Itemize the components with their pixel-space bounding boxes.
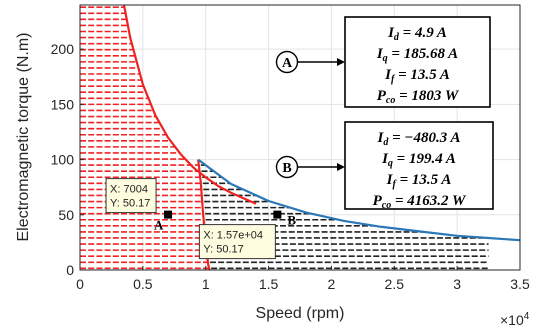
datatip-x-B: X: 1.57e+04: [203, 230, 263, 242]
data-points: A X: 7004 Y: 50.17 B X: 1.57e+04 Y: 50.17: [105, 178, 296, 260]
callout-box-A: [344, 16, 491, 108]
callout-line-A-1: Iq = 185.68 A: [376, 46, 458, 64]
x-tick-label: 3.5: [510, 276, 530, 292]
datatip-y-A: Y: 50.17: [110, 198, 150, 210]
point-label-B: B: [287, 213, 296, 228]
callout-arrow-head-B: [337, 163, 345, 171]
x-tick-label: 2: [328, 276, 336, 292]
callout-line-B-1: Iq = 199.4 A: [381, 151, 456, 169]
x-tick-label: 3: [453, 276, 461, 292]
series-line-blue-2: [197, 158, 520, 242]
y-axis-label: Electromagnetic torque (N.m): [15, 33, 32, 242]
callout-letter-A: A: [282, 56, 293, 71]
x-tick-label: 2.5: [385, 276, 405, 292]
datatip-x-A: X: 7004: [110, 184, 148, 196]
point-label-A: A: [154, 218, 164, 233]
callout-line-A-3: Pco = 1803 W: [377, 88, 460, 106]
callout-circle-B: [275, 155, 299, 179]
x-axis-exponent: ×104: [500, 311, 530, 328]
y-tick-label: 150: [51, 96, 75, 112]
callouts: A Id = 4.9 A Iq = 185.68 A If = 13.5 A Pco =…: [275, 16, 494, 211]
callout-line-A-2: If = 13.5 A: [384, 67, 450, 85]
x-tick-label: 1: [202, 276, 210, 292]
y-axis-ticks: 0 50 100 150 200: [51, 41, 84, 278]
callout-line-B-0: Id = −480.3 A: [377, 130, 461, 148]
callout-line-B-3: Pco = 4163.2 W: [373, 193, 467, 211]
y-tick-label: 200: [51, 41, 75, 57]
data-point-B: [273, 210, 282, 219]
x-axis-ticks: 0 0.5 1 1.5 2 2.5 3 3.5: [76, 266, 530, 292]
x-tick-label: 0: [76, 276, 84, 292]
y-tick-label: 0: [66, 262, 74, 278]
callout-box-B: [344, 121, 494, 210]
datatip-y-B: Y: 50.17: [203, 244, 243, 256]
x-tick-label: 1.5: [259, 276, 279, 292]
plot-frame: [79, 4, 521, 271]
y-tick-label: 50: [58, 207, 74, 223]
callout-line-A-0: Id = 4.9 A: [387, 25, 447, 43]
x-axis-label: Speed (rpm): [256, 305, 345, 322]
callout-circle-A: [275, 50, 299, 74]
x-tick-label: 0.5: [133, 276, 153, 292]
callout-letter-B: B: [282, 161, 291, 176]
callout-line-B-2: If = 13.5 A: [386, 172, 452, 190]
datatip-box-B: [198, 224, 276, 260]
y-tick-label: 100: [51, 152, 75, 168]
datatip-box-A: [105, 178, 157, 214]
series-line-red-0: [122, 5, 257, 205]
callout-arrow-head-A: [337, 58, 345, 66]
data-point-A: [164, 210, 173, 219]
